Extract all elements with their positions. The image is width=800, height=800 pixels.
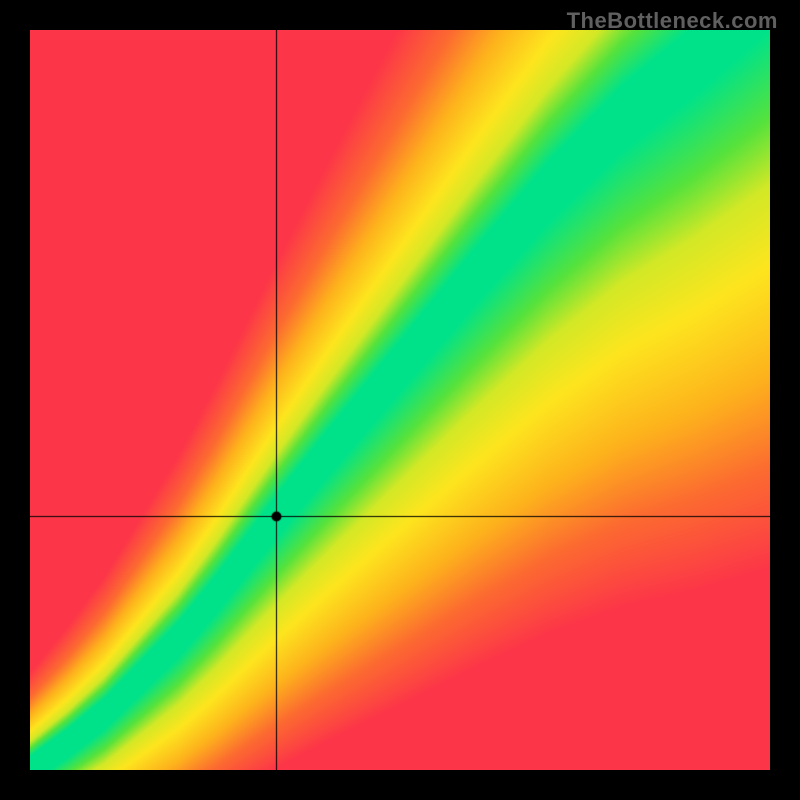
watermark: TheBottleneck.com: [567, 8, 778, 34]
heatmap-canvas: [30, 30, 770, 770]
heatmap-chart: [30, 30, 770, 770]
